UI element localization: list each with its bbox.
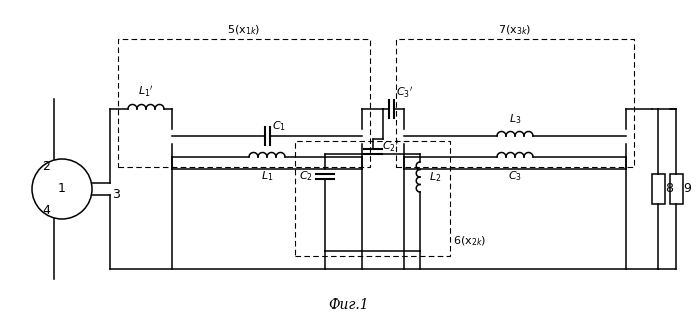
Text: 1: 1 [58,182,66,195]
Text: 5(x$_{1k}$): 5(x$_{1k}$) [227,23,261,37]
Bar [670,174,682,204]
Text: 8: 8 [665,182,674,195]
Text: 3: 3 [112,189,120,202]
Bar [295,141,450,256]
Text: 6(x$_{2k}$): 6(x$_{2k}$) [453,234,487,248]
Text: $L_3$: $L_3$ [509,112,521,126]
Bar [118,39,370,167]
Text: $L_2$: $L_2$ [429,170,441,184]
Text: $L_1$: $L_1$ [261,169,273,183]
Text: 4: 4 [42,204,50,217]
Text: Фиг.1: Фиг.1 [329,298,369,312]
Text: 2: 2 [42,160,50,173]
Text: $C_1$: $C_1$ [272,119,286,133]
Text: $L_1$$^{\prime}$: $L_1$$^{\prime}$ [138,84,154,99]
Text: $C_2$: $C_2$ [299,169,313,183]
Text: $C_2$$^{\prime}$: $C_2$$^{\prime}$ [382,140,400,155]
Text: $C_3$: $C_3$ [508,169,522,183]
Text: 7(x$_{3k}$): 7(x$_{3k}$) [498,23,532,37]
Bar [651,174,665,204]
Bar [396,39,634,167]
Text: 9: 9 [684,182,691,195]
Text: $C_3$$^{\prime}$: $C_3$$^{\prime}$ [396,85,413,100]
